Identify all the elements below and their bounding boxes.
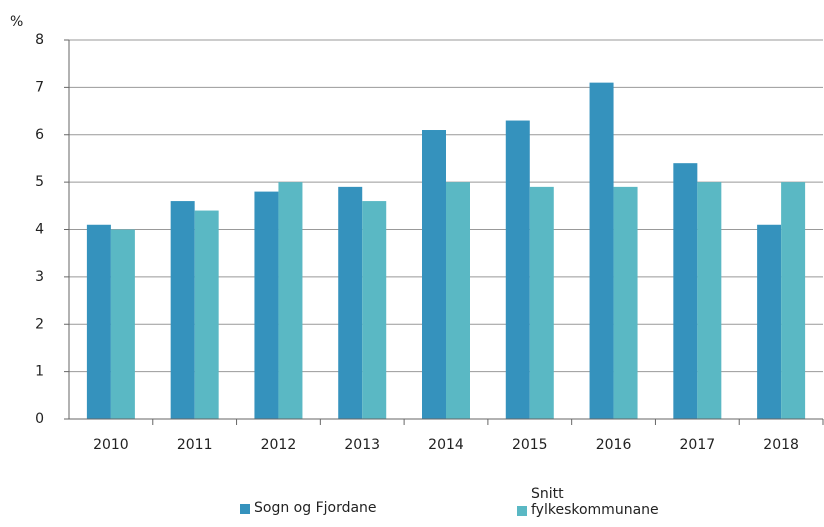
legend-swatch xyxy=(240,504,250,514)
bar xyxy=(170,201,195,419)
bar xyxy=(254,191,279,419)
y-tick-label: 4 xyxy=(35,222,44,238)
bar xyxy=(278,182,303,419)
bar xyxy=(673,163,698,419)
bar xyxy=(86,224,111,419)
x-tick-label: 2012 xyxy=(261,437,297,453)
bar xyxy=(757,224,782,419)
x-tick-label: 2015 xyxy=(512,437,548,453)
chart: % 0 1 2 3 4 5 6 7 8 2010 2011 2012 2013 2014 2015 2016 2… xyxy=(10,14,824,453)
x-tick-label: 2016 xyxy=(596,437,632,453)
bar xyxy=(529,186,554,419)
bar xyxy=(338,186,363,419)
bar xyxy=(613,186,638,419)
legend-item: Sogn og Fjordane xyxy=(240,500,440,516)
bar xyxy=(505,120,530,419)
bar xyxy=(589,82,614,419)
y-tick-label: 6 xyxy=(35,127,44,143)
x-tick-label: 2013 xyxy=(344,437,380,453)
x-tick-label: 2010 xyxy=(93,437,129,453)
legend-label: Sogn og Fjordane xyxy=(254,500,377,516)
legend-item: Snitt fylkeskommunane xyxy=(517,486,659,518)
bar xyxy=(362,201,387,419)
x-tick-label: 2017 xyxy=(680,437,716,453)
y-tick-label: 7 xyxy=(35,79,44,95)
legend-label: Snitt fylkeskommunane xyxy=(531,486,659,518)
legend-swatch xyxy=(517,506,527,516)
bar xyxy=(194,210,219,419)
bar xyxy=(422,130,446,419)
y-tick-label: 8 xyxy=(35,32,44,48)
y-tick-label: 3 xyxy=(35,269,44,285)
x-tick-label: 2018 xyxy=(763,437,799,453)
y-axis-label: % xyxy=(10,14,23,30)
bar xyxy=(446,182,470,419)
x-tick-label: 2011 xyxy=(177,437,213,453)
y-tick-label: 5 xyxy=(35,174,44,190)
bar xyxy=(110,229,135,419)
bar xyxy=(697,182,722,419)
y-tick-label: 2 xyxy=(35,316,44,332)
y-tick-label: 1 xyxy=(35,364,44,380)
x-tick-label: 2014 xyxy=(428,437,464,453)
y-tick-label: 0 xyxy=(35,411,44,427)
bar xyxy=(781,182,806,419)
